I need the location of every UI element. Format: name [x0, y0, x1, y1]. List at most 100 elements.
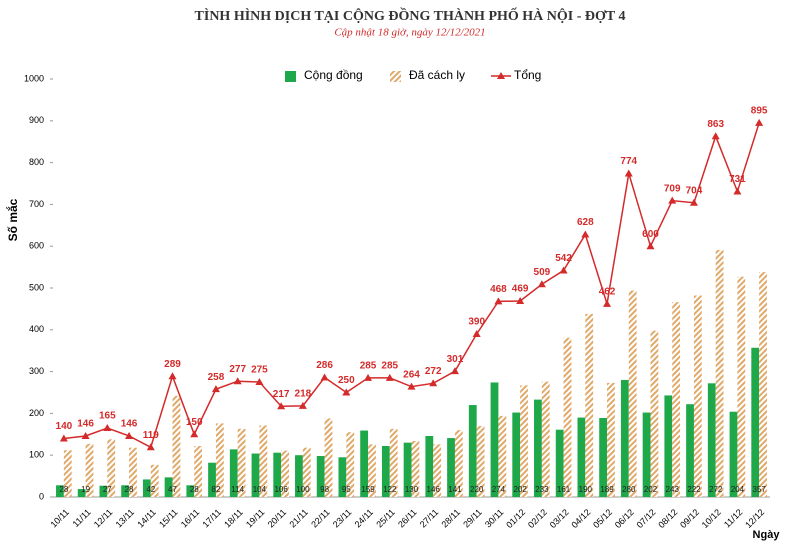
hatched-bar [324, 418, 333, 497]
data-label: 509 [534, 267, 551, 278]
data-label: 264 [403, 369, 420, 380]
bar [490, 382, 499, 497]
line-marker [233, 377, 242, 385]
bar [729, 411, 738, 497]
hatched-bar [411, 440, 420, 497]
hatched-bar [150, 464, 159, 497]
x-tick-label: 20/11 [266, 507, 289, 530]
hatched-bar [607, 382, 615, 497]
x-axis-label: Ngày [753, 529, 781, 541]
bar [208, 462, 216, 497]
data-label: 161 [557, 485, 571, 494]
hatched-bar [107, 439, 116, 497]
data-label: 146 [77, 419, 94, 430]
data-label: 122 [383, 485, 397, 494]
data-label: 141 [448, 485, 462, 494]
x-tick-label: 01/12 [504, 507, 527, 530]
data-label: 709 [664, 183, 681, 194]
line-marker [689, 198, 698, 206]
hatched-bar [172, 395, 181, 497]
data-label: 250 [338, 375, 355, 386]
hatched-bar [759, 272, 767, 497]
line-marker [146, 443, 155, 451]
data-label: 289 [164, 359, 181, 370]
x-tick-label: 02/12 [526, 507, 549, 530]
data-label: 233 [535, 485, 549, 494]
data-label: 863 [707, 119, 724, 130]
x-tick-label: 12/11 [92, 507, 115, 530]
hatched-bar [585, 313, 594, 497]
line-marker [364, 373, 373, 381]
hatched-bar [476, 425, 485, 497]
x-tick-label: 21/11 [287, 507, 310, 530]
data-label: 202 [644, 485, 658, 494]
x-tick-label: 10/11 [48, 507, 71, 530]
data-label: 190 [579, 485, 593, 494]
data-label: 774 [620, 156, 637, 167]
bar [273, 452, 282, 497]
y-tick-label: 400 [29, 324, 44, 334]
data-label: 390 [468, 317, 485, 328]
bar [468, 405, 477, 497]
x-tick-label: 09/12 [678, 507, 701, 530]
data-label: 220 [470, 485, 484, 494]
bar [186, 485, 195, 497]
data-label: 277 [229, 364, 246, 375]
x-tick-label: 28/11 [440, 507, 463, 530]
legend-swatch [285, 71, 296, 82]
chart-subtitle: Cập nhật 18 giờ, ngày 12/12/2021 [334, 27, 485, 39]
line-marker [342, 388, 351, 396]
hatched-bar [129, 447, 137, 497]
legend-swatch [390, 71, 401, 82]
bar [599, 417, 608, 497]
x-tick-label: 27/11 [418, 507, 441, 530]
data-label: 106 [274, 485, 288, 494]
y-tick-label: 600 [29, 241, 44, 251]
legend-swatch [497, 72, 505, 79]
data-label: 243 [666, 485, 680, 494]
data-label: 280 [622, 485, 636, 494]
data-label: 189 [600, 485, 614, 494]
x-tick-label: 06/12 [613, 507, 636, 530]
x-tick-label: 26/11 [396, 507, 419, 530]
line-marker [81, 431, 90, 439]
line-marker [385, 373, 394, 381]
data-label: 150 [186, 417, 203, 428]
data-label: 202 [513, 485, 527, 494]
bar [164, 477, 173, 497]
line-marker [125, 431, 134, 439]
data-label: 895 [751, 106, 768, 117]
line-marker [277, 402, 286, 410]
data-label: 42 [146, 485, 155, 494]
line-marker [211, 385, 220, 393]
data-label: 104 [253, 485, 267, 494]
x-tick-label: 05/12 [591, 507, 614, 530]
y-tick-label: 200 [29, 408, 44, 418]
x-tick-label: 24/11 [353, 507, 376, 530]
data-label: 600 [642, 229, 659, 240]
hatched-bar [259, 425, 268, 497]
hatched-bar [194, 446, 203, 497]
x-tick-label: 18/11 [222, 507, 245, 530]
bar [425, 435, 434, 497]
y-tick-label: 800 [29, 157, 44, 167]
hatched-bar [389, 428, 398, 497]
y-tick-label: 700 [29, 199, 44, 209]
line-marker [668, 196, 677, 204]
bar [229, 449, 238, 497]
legend-label: Cộng đồng [304, 68, 363, 82]
line-marker [190, 430, 199, 438]
bar [77, 489, 86, 497]
line-marker [559, 266, 568, 274]
data-label: 159 [361, 485, 375, 494]
data-label: 119 [143, 430, 160, 441]
bar [512, 412, 521, 497]
x-tick-label: 29/11 [461, 507, 484, 530]
data-label: 146 [427, 485, 441, 494]
hatched-bar [85, 443, 94, 497]
bar [56, 485, 64, 497]
hatched-bar [737, 276, 746, 497]
x-tick-label: 17/11 [201, 507, 224, 530]
line-marker [516, 296, 525, 304]
